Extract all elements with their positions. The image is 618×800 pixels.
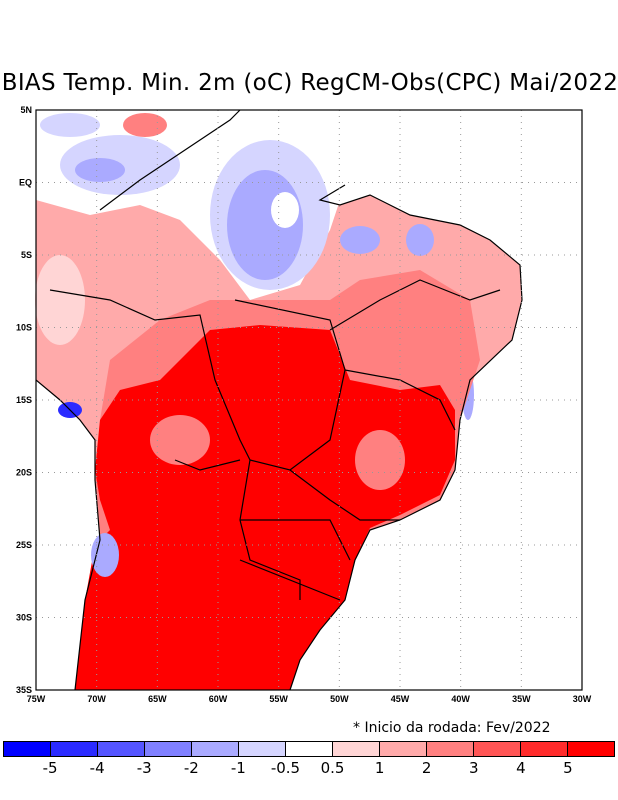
lat-tick-label: 15S [16, 395, 32, 405]
field-layer [35, 110, 522, 690]
colorbar-label: 4 [516, 759, 526, 777]
colorbar-label: 1 [374, 759, 385, 777]
map-title: BIAS Temp. Min. 2m (oC) RegCM-Obs(CPC) M… [1, 70, 618, 96]
field-blue-northwest-core [75, 158, 125, 182]
colorbar-swatch [521, 742, 568, 756]
colorbar-label: 2 [421, 759, 432, 777]
lon-tick-label: 55W [269, 694, 288, 704]
field-red-minas-patch [355, 430, 405, 490]
lon-tick-label: 30W [573, 694, 592, 704]
field-pacific-neutral [36, 400, 82, 690]
colorbar-label: 0.5 [320, 759, 345, 777]
graticule [36, 110, 582, 690]
field-red-bolivia-patch [150, 415, 210, 465]
field-red-strong [75, 325, 455, 690]
lon-tick-label: 50W [330, 694, 349, 704]
colorbar-swatch [380, 742, 427, 756]
colorbar-swatch [286, 742, 333, 756]
field-light-red-peru [35, 255, 85, 345]
colorbar-label: -1 [230, 759, 246, 777]
colorbar-label: -4 [89, 759, 105, 777]
lat-tick-label: 35S [16, 685, 32, 695]
lat-tick-label: EQ [19, 178, 32, 188]
axis-ticks: 75W 70W 65W 60W 55W 50W 45W 40W 35W 30W 5N EQ 5S 10S 1… [16, 105, 592, 704]
colorbar-swatch [192, 742, 239, 756]
border-brazil-west [49, 289, 301, 600]
colorbar-label: -3 [136, 759, 152, 777]
field-blue-para [340, 226, 380, 254]
field-blue-andes [91, 533, 119, 577]
state-border [329, 279, 501, 331]
state-border [239, 559, 341, 601]
colorbar-swatch [333, 742, 380, 756]
state-border [289, 469, 400, 521]
state-borders [234, 299, 346, 471]
lat-tick-label: 30S [16, 613, 32, 623]
lat-tick-label: 5N [20, 105, 32, 115]
colorbar-label: -5 [42, 759, 58, 777]
bias-map: 75W 70W 65W 60W 55W 50W 45W 40W 35W 30W 5N EQ 5S 10S 1… [16, 105, 592, 704]
lat-tick-label: 10S [16, 323, 32, 333]
colorbar [3, 741, 615, 757]
lon-tick-label: 65W [148, 694, 167, 704]
colorbar-swatch [239, 742, 286, 756]
lon-tick-label: 40W [451, 694, 470, 704]
colorbar-label: 3 [468, 759, 479, 777]
colorbar-swatch [568, 742, 614, 756]
border-north [99, 109, 241, 211]
field-blue-maranhao [406, 224, 434, 256]
colorbar-swatch [474, 742, 521, 756]
lat-tick-label: 5S [21, 250, 32, 260]
colorbar-swatch [51, 742, 98, 756]
colorbar-swatch [98, 742, 145, 756]
lon-tick-label: 75W [27, 694, 46, 704]
map-frame [35, 109, 583, 691]
colorbar-label: -2 [183, 759, 199, 777]
colorbar-swatch [427, 742, 474, 756]
colorbar-swatch [145, 742, 192, 756]
colorbar-label: 5 [563, 759, 573, 777]
field-neutral-patch [271, 192, 299, 228]
colorbar-label: -0.5 [270, 759, 301, 777]
lon-tick-label: 35W [512, 694, 531, 704]
state-border [174, 459, 241, 471]
state-border [240, 519, 351, 561]
colorbar-labels: -5 -4 -3 -2 -1 -0.5 0.5 1 2 3 4 5 [3, 759, 615, 779]
lat-tick-label: 20S [16, 468, 32, 478]
coastline-west [35, 379, 101, 691]
lat-tick-label: 25S [16, 540, 32, 550]
borders [35, 109, 523, 691]
lon-tick-label: 45W [391, 694, 410, 704]
lon-tick-label: 70W [87, 694, 106, 704]
field-red-north-patch [123, 113, 167, 137]
lon-tick-label: 60W [209, 694, 228, 704]
state-border [344, 369, 456, 431]
coastline [289, 184, 523, 691]
field-blue-north-edge [40, 113, 100, 137]
run-start-note: * Inicio da rodada: Fev/2022 [353, 720, 551, 736]
colorbar-swatch [4, 742, 51, 756]
